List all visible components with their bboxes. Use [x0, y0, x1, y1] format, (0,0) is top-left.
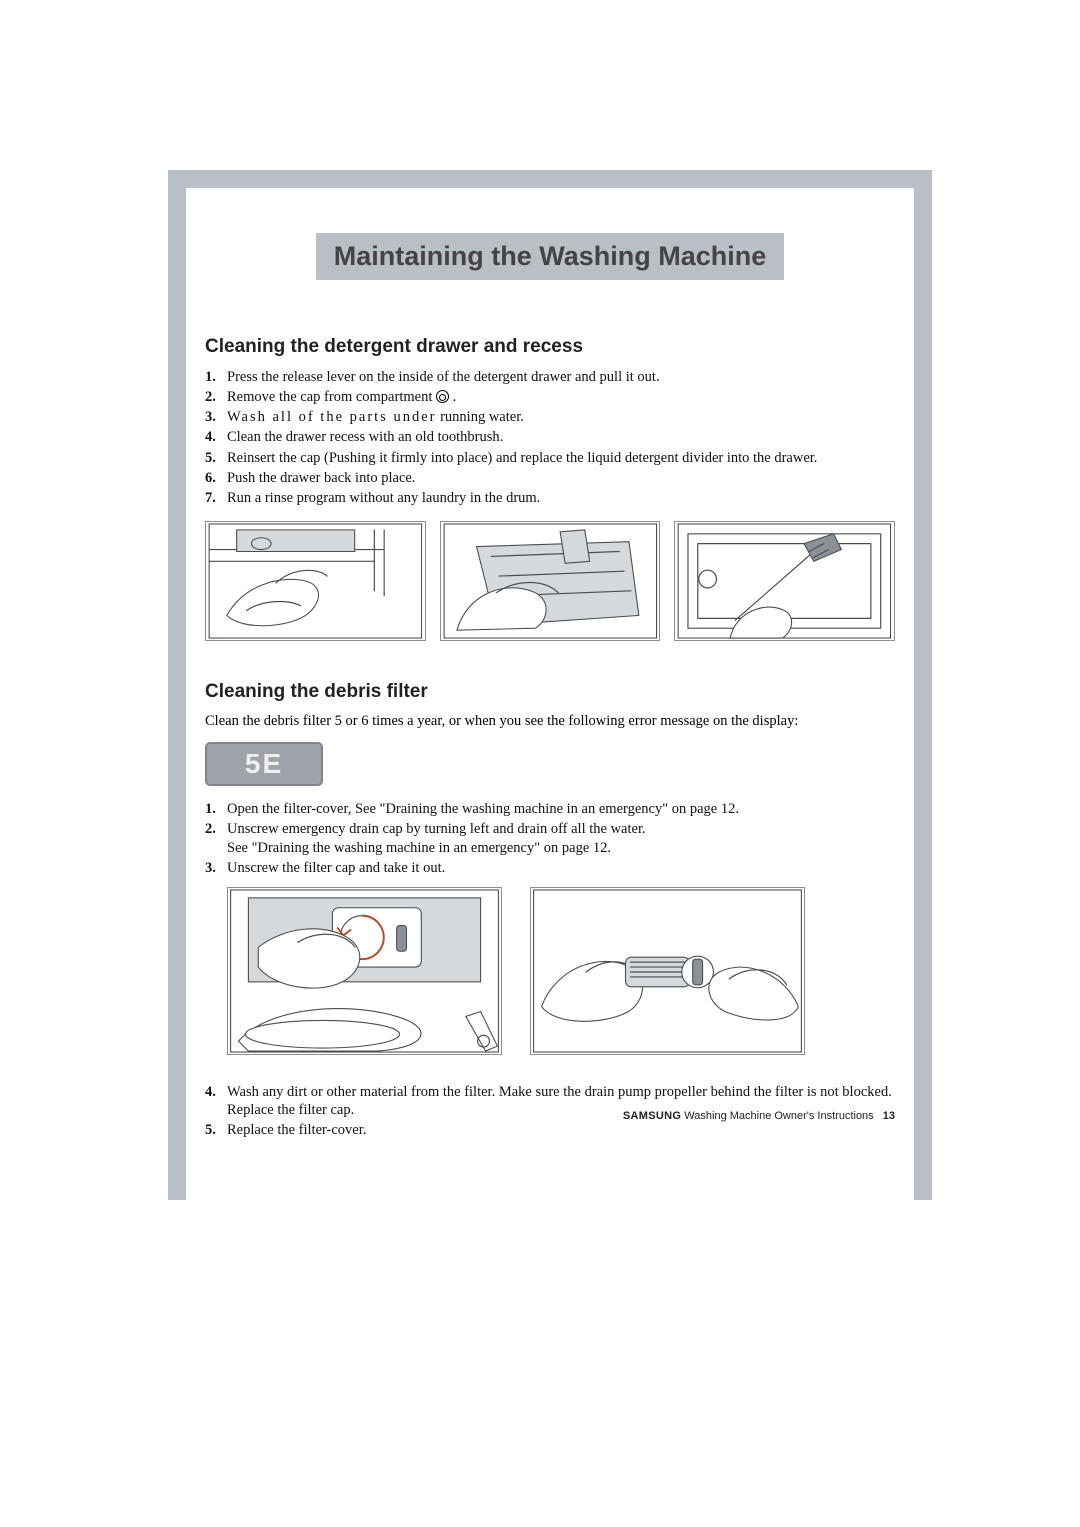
step-number: 5. [205, 449, 227, 467]
step-number: 1. [205, 800, 227, 818]
step-text: Unscrew the filter cap and take it out. [227, 859, 895, 877]
footer-page-number: 13 [883, 1110, 895, 1122]
section1-illustrations [205, 521, 895, 641]
illus-remove-filter [530, 887, 805, 1055]
illus-clean-recess [674, 521, 895, 641]
footer-title: Washing Machine Owner's Instructions [684, 1110, 873, 1122]
illus-unscrew-filter [227, 887, 502, 1055]
step-text: Open the filter-cover, See "Draining the… [227, 800, 895, 818]
illus-pull-drawer [205, 521, 426, 641]
step-item: 3. Unscrew the filter cap and take it ou… [205, 859, 895, 877]
step-item: 5. Replace the filter-cover. [205, 1121, 895, 1139]
step-text-sub: See "Draining the washing machine in an … [227, 840, 611, 856]
manual-page: Maintaining the Washing Machine Cleaning… [0, 0, 1080, 1527]
compartment-icon [436, 390, 449, 403]
step-text: Clean the drawer recess with an old toot… [227, 428, 895, 446]
step-number: 4. [205, 428, 227, 446]
title-banner: Maintaining the Washing Machine [205, 233, 895, 280]
illus-remove-cap [440, 521, 661, 641]
step-text-pre: Remove the cap from compartment [227, 389, 436, 405]
section2-illustrations [227, 887, 895, 1055]
step-number: 2. [205, 388, 227, 406]
step-text: Replace the filter-cover. [227, 1121, 895, 1139]
step-item: 7. Run a rinse program without any laund… [205, 489, 895, 507]
step-text-post: . [453, 389, 457, 405]
frame-border-right [914, 170, 932, 1200]
step-item: 1. Open the filter-cover, See "Draining … [205, 800, 895, 818]
step-number: 6. [205, 469, 227, 487]
step-text: Remove the cap from compartment . [227, 388, 895, 406]
step-number: 3. [205, 408, 227, 426]
step-number: 3. [205, 859, 227, 877]
section1-heading: Cleaning the detergent drawer and recess [205, 336, 895, 358]
frame-border-top [168, 170, 932, 188]
step-number: 7. [205, 489, 227, 507]
error-code-badge: 5E [205, 742, 323, 786]
step-text-spaced: Wash all of the parts under [227, 409, 436, 425]
step-item: 2. Unscrew emergency drain cap by turnin… [205, 820, 895, 856]
page-footer: SAMSUNG Washing Machine Owner's Instruct… [205, 1110, 895, 1122]
step-item: 4. Clean the drawer recess with an old t… [205, 428, 895, 446]
step-item: 1. Press the release lever on the inside… [205, 368, 895, 386]
step-text: Wash all of the parts under running wate… [227, 408, 895, 426]
section2-intro: Clean the debris filter 5 or 6 times a y… [205, 713, 895, 730]
step-text-rest: running water. [436, 409, 523, 425]
step-text-main: Unscrew emergency drain cap by turning l… [227, 821, 646, 837]
step-text: Press the release lever on the inside of… [227, 368, 895, 386]
step-item: 6. Push the drawer back into place. [205, 469, 895, 487]
section1-steps: 1. Press the release lever on the inside… [205, 368, 895, 507]
frame-border-left [168, 170, 186, 1200]
step-number: 2. [205, 820, 227, 856]
step-text: Run a rinse program without any laundry … [227, 489, 895, 507]
footer-brand: SAMSUNG [623, 1110, 681, 1122]
step-text: Push the drawer back into place. [227, 469, 895, 487]
step-text: Unscrew emergency drain cap by turning l… [227, 820, 895, 856]
step-number: 1. [205, 368, 227, 386]
content-area: Maintaining the Washing Machine Cleaning… [205, 225, 895, 1149]
section2-heading: Cleaning the debris filter [205, 681, 895, 703]
step-item: 5. Reinsert the cap (Pushing it firmly i… [205, 449, 895, 467]
step-item: 2. Remove the cap from compartment . [205, 388, 895, 406]
step-number: 5. [205, 1121, 227, 1139]
step-item: 3. Wash all of the parts under running w… [205, 408, 895, 426]
page-title: Maintaining the Washing Machine [316, 233, 785, 280]
step-text: Reinsert the cap (Pushing it firmly into… [227, 449, 895, 467]
section2-steps-a: 1. Open the filter-cover, See "Draining … [205, 800, 895, 877]
